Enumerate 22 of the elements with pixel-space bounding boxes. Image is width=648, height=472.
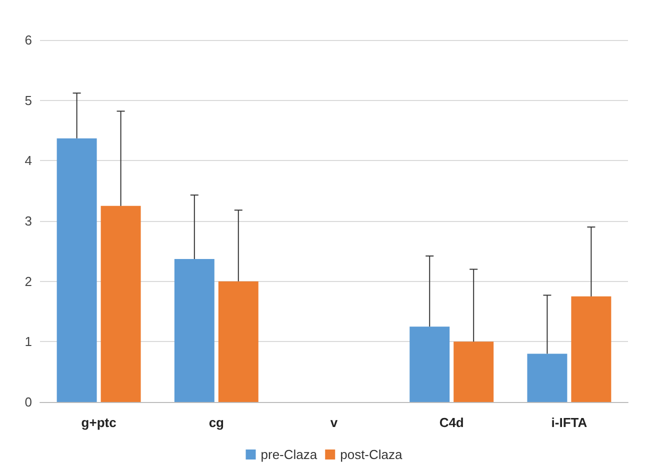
- x-tick-label: i-IFTA: [551, 415, 588, 430]
- y-tick-label: 2: [24, 274, 32, 289]
- bar: [527, 354, 568, 402]
- y-tick-label: 3: [24, 214, 32, 228]
- x-tick-label: v: [330, 415, 338, 430]
- y-tick-label: 1: [24, 334, 32, 350]
- bar: [454, 342, 494, 402]
- legend-label: pre-Claza: [260, 447, 318, 462]
- bar: [56, 138, 97, 402]
- bar: [218, 281, 258, 402]
- x-tick-label: cg: [208, 415, 224, 430]
- bar: [174, 259, 214, 402]
- y-tick-label: 0: [24, 394, 32, 410]
- y-tick-label: 6: [24, 32, 32, 48]
- y-tick-label: 4: [24, 153, 32, 168]
- bar: [410, 326, 450, 402]
- y-tick-label: 5: [24, 92, 32, 108]
- legend-label: post-Claza: [340, 447, 404, 462]
- x-tick-label: g+ptc: [81, 415, 116, 430]
- x-tick-label: C4d: [439, 415, 464, 430]
- bar: [100, 206, 141, 402]
- bar: [571, 296, 612, 402]
